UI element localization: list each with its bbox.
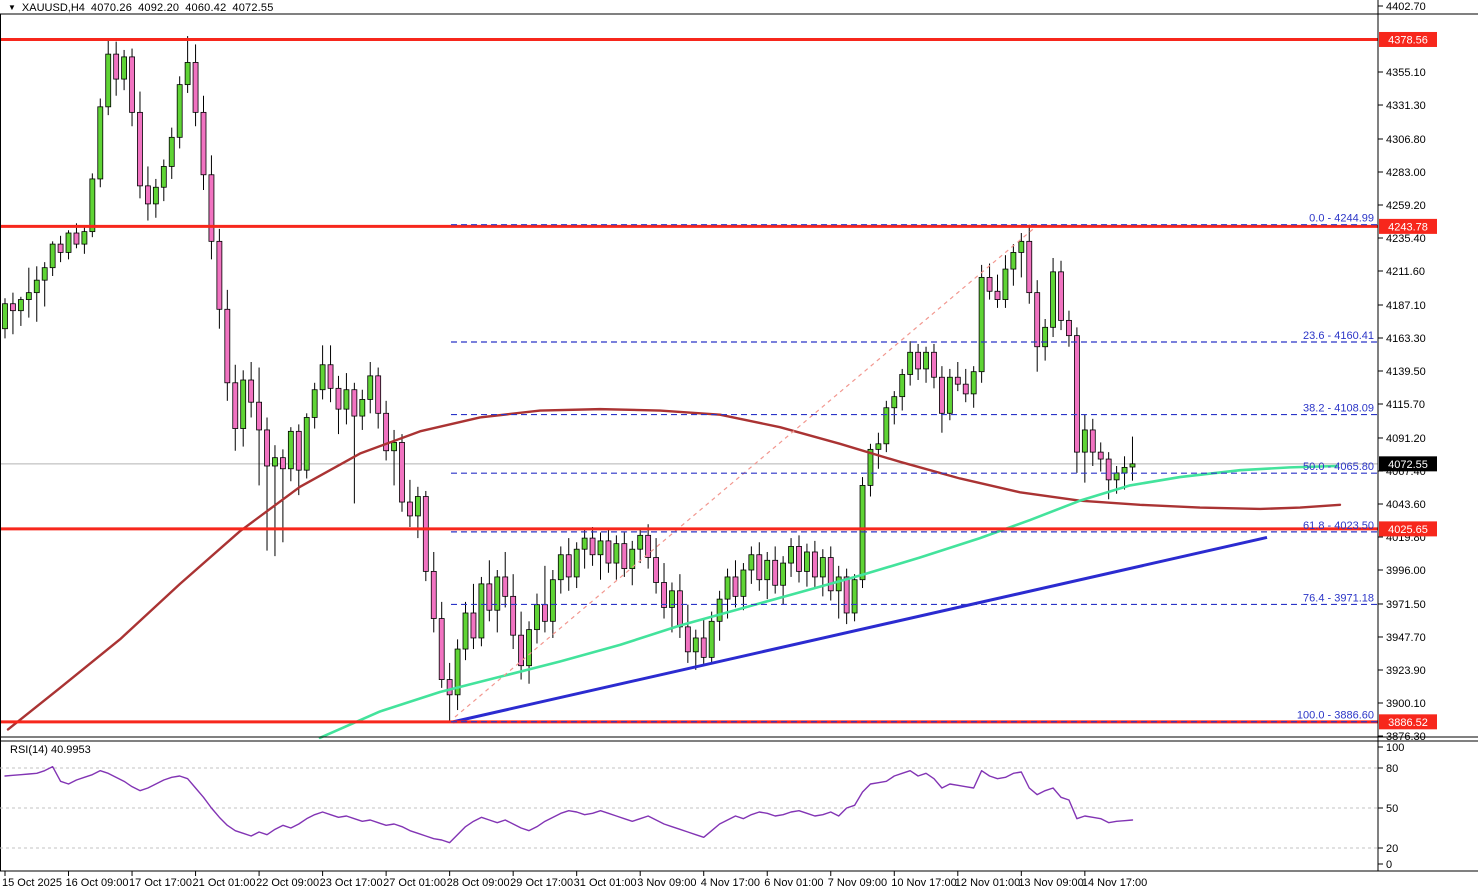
svg-text:3996.00: 3996.00 [1386,565,1426,577]
svg-text:27 Oct 01:00: 27 Oct 01:00 [383,877,446,889]
svg-text:4259.20: 4259.20 [1386,200,1426,212]
svg-text:12 Nov 01:00: 12 Nov 01:00 [955,877,1020,889]
svg-text:13 Nov 09:00: 13 Nov 09:00 [1018,877,1083,889]
svg-text:0.0 - 4244.99: 0.0 - 4244.99 [1309,213,1374,225]
svg-text:22 Oct 09:00: 22 Oct 09:00 [256,877,319,889]
fib-levels: 0.0 - 4244.99 23.6 - 4160.41 38.2 - 4108.0… [451,213,1378,723]
svg-text:15 Oct 2025: 15 Oct 2025 [2,877,62,889]
svg-text:3 Nov 09:00: 3 Nov 09:00 [637,877,696,889]
ma-slow-line [6,407,1342,731]
svg-text:50: 50 [1386,803,1398,815]
svg-text:4139.50: 4139.50 [1386,366,1426,378]
rsi-value: 40.9953 [50,744,91,756]
svg-text:20: 20 [1386,843,1398,855]
svg-text:38.2 - 4108.09: 38.2 - 4108.09 [1303,403,1374,415]
price-badges: 4378.56 4243.78 4072.55 4025.65 3886.52 [1379,31,1437,730]
svg-text:23.6 - 4160.41: 23.6 - 4160.41 [1303,330,1374,342]
svg-text:4355.10: 4355.10 [1386,67,1426,79]
svg-text:4306.80: 4306.80 [1386,134,1426,146]
svg-text:16 Oct 09:00: 16 Oct 09:00 [66,877,129,889]
svg-text:4235.40: 4235.40 [1386,233,1426,245]
svg-text:4243.78: 4243.78 [1388,221,1428,233]
svg-text:31 Oct 01:00: 31 Oct 01:00 [574,877,637,889]
chart-title: ▼ XAUUSD,H4 4070.26 4092.20 4060.42 4072.55 [8,2,274,14]
sr-lines [0,37,1378,724]
svg-text:76.4 - 3971.18: 76.4 - 3971.18 [1303,592,1374,604]
svg-text:4402.70: 4402.70 [1386,1,1426,13]
symbol-dropdown-icon[interactable]: ▼ [8,3,16,12]
svg-text:100.0 - 3886.60: 100.0 - 3886.60 [1297,710,1374,722]
rsi-panel: 100 80 50 20 0 [0,742,1404,871]
svg-text:3923.90: 3923.90 [1386,665,1426,677]
ohlc-low: 4060.42 [185,2,227,14]
svg-text:4025.65: 4025.65 [1388,524,1428,536]
svg-text:3900.10: 3900.10 [1386,698,1426,710]
svg-text:29 Oct 17:00: 29 Oct 17:00 [510,877,573,889]
svg-text:80: 80 [1386,763,1398,775]
svg-text:50.0 - 4065.80: 50.0 - 4065.80 [1303,461,1374,473]
svg-text:0: 0 [1386,859,1392,871]
svg-text:4331.30: 4331.30 [1386,100,1426,112]
svg-text:4187.10: 4187.10 [1386,300,1426,312]
ohlc-close: 4072.55 [232,2,274,14]
ohlc-high: 4092.20 [138,2,180,14]
ohlc-open: 4070.26 [90,2,133,14]
svg-text:14 Nov 17:00: 14 Nov 17:00 [1082,877,1147,889]
ma-fast-line [318,464,1339,740]
trendline-blue [452,535,1268,724]
rsi-indicator-label: RSI(14) 40.9953 [10,744,91,756]
svg-text:4072.55: 4072.55 [1388,459,1428,471]
svg-text:4283.00: 4283.00 [1386,167,1426,179]
candles [2,36,1136,722]
fib-base-trendline [454,227,1036,718]
svg-text:61.8 - 4023.50: 61.8 - 4023.50 [1303,520,1374,532]
svg-text:6 Nov 01:00: 6 Nov 01:00 [764,877,823,889]
svg-text:4163.30: 4163.30 [1386,333,1426,345]
svg-text:21 Oct 01:00: 21 Oct 01:00 [193,877,256,889]
rsi-name: RSI(14) [10,744,48,756]
svg-text:4 Nov 17:00: 4 Nov 17:00 [701,877,760,889]
svg-text:3947.70: 3947.70 [1386,632,1426,644]
svg-text:23 Oct 17:00: 23 Oct 17:00 [320,877,383,889]
svg-text:3876.30: 3876.30 [1386,731,1426,743]
price-axis: 4402.70 4355.10 4331.30 4306.80 4283.00 4259.… [1378,1,1426,743]
svg-text:3971.50: 3971.50 [1386,599,1426,611]
svg-text:4043.60: 4043.60 [1386,499,1426,511]
svg-text:7 Nov 09:00: 7 Nov 09:00 [828,877,887,889]
symbol-period-label: XAUUSD,H4 [21,2,85,14]
svg-text:4115.70: 4115.70 [1386,399,1425,411]
svg-text:17 Oct 17:00: 17 Oct 17:00 [129,877,192,889]
svg-text:4091.20: 4091.20 [1386,433,1426,445]
svg-text:10 Nov 17:00: 10 Nov 17:00 [891,877,956,889]
svg-text:4211.60: 4211.60 [1386,266,1425,278]
time-axis: 15 Oct 2025 16 Oct 09:00 17 Oct 17:00 21 Oc… [2,871,1147,889]
panel-frame [0,0,1478,872]
svg-text:100: 100 [1386,742,1404,754]
svg-text:28 Oct 09:00: 28 Oct 09:00 [447,877,510,889]
svg-text:4378.56: 4378.56 [1388,34,1428,46]
svg-text:3886.52: 3886.52 [1388,717,1428,729]
